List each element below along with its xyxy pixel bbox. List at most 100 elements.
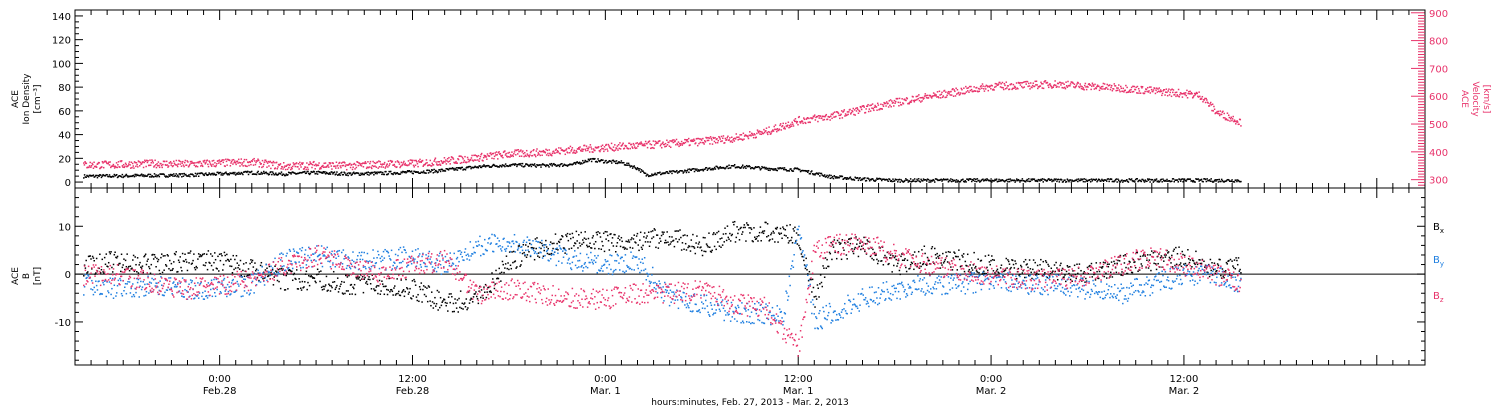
velocity-point: [1235, 121, 1238, 123]
bx-point: [129, 265, 132, 267]
velocity-point: [1155, 89, 1157, 91]
density-point: [276, 174, 279, 176]
velocity-point: [676, 142, 678, 145]
velocity-point: [324, 162, 327, 164]
density-point: [475, 166, 477, 168]
velocity-point: [1031, 84, 1034, 87]
velocity-point: [729, 140, 732, 143]
velocity-point: [1227, 114, 1230, 117]
density-point: [359, 174, 361, 176]
density-point: [973, 178, 975, 180]
density-point: [614, 160, 616, 163]
density-point: [875, 179, 877, 181]
bx-point: [771, 238, 774, 240]
velocity-point: [797, 123, 799, 126]
velocity-point: [138, 165, 141, 167]
density-point: [684, 169, 686, 172]
density-point: [467, 166, 469, 169]
velocity-point: [849, 108, 851, 111]
velocity-point: [190, 162, 192, 165]
density-point: [1142, 179, 1145, 182]
density-point: [226, 172, 228, 175]
density-point: [313, 171, 316, 173]
bx-point: [130, 268, 132, 270]
velocity-point: [463, 159, 466, 162]
bx-point: [431, 301, 434, 303]
density-point: [959, 180, 962, 183]
bx-point: [469, 299, 472, 301]
velocity-point: [488, 155, 491, 157]
velocity-point: [939, 94, 941, 96]
density-point: [842, 178, 844, 181]
bx-point: [236, 262, 239, 264]
bx-point: [645, 237, 648, 239]
velocity-point: [517, 149, 520, 151]
bx-point: [302, 286, 304, 289]
velocity-point: [239, 165, 241, 167]
density-point: [500, 165, 502, 167]
bx-point: [995, 274, 997, 277]
velocity-point: [675, 144, 677, 146]
bx-point: [918, 267, 921, 269]
velocity-point: [506, 156, 509, 158]
velocity-point: [989, 85, 991, 87]
bx-point: [122, 264, 124, 266]
velocity-point: [894, 102, 896, 105]
velocity-point: [816, 115, 819, 118]
density-point: [126, 175, 128, 177]
density-point: [1034, 179, 1036, 182]
bx-point: [536, 237, 538, 239]
density-point: [812, 173, 815, 176]
bx-point: [134, 256, 136, 258]
density-point: [374, 172, 377, 175]
density-point: [284, 174, 287, 177]
density-point: [218, 171, 221, 174]
density-point: [1086, 180, 1089, 183]
bx-point: [131, 267, 133, 270]
velocity-point: [599, 149, 602, 151]
velocity-point: [830, 115, 832, 117]
density-point: [714, 168, 717, 170]
bx-point: [575, 230, 578, 233]
density-point: [378, 171, 381, 174]
bx-point: [743, 224, 746, 226]
density-point: [848, 177, 850, 180]
density-point: [1060, 179, 1063, 181]
bx-point: [1024, 258, 1027, 261]
density-point: [952, 180, 954, 182]
velocity-point: [105, 161, 108, 163]
density-point: [891, 180, 893, 183]
velocity-point: [1047, 86, 1050, 89]
density-point: [935, 178, 938, 180]
velocity-point: [439, 163, 441, 165]
density-point: [782, 167, 784, 169]
bx-point: [598, 232, 601, 234]
density-point: [361, 173, 363, 176]
velocity-point: [522, 150, 524, 152]
bx-point: [88, 255, 91, 257]
density-point: [145, 175, 148, 177]
density-point: [616, 162, 619, 165]
density-point: [534, 165, 537, 167]
density-point: [109, 175, 112, 178]
density-point: [1112, 180, 1114, 183]
velocity-point: [449, 163, 451, 165]
density-point: [602, 162, 605, 164]
density-point: [859, 177, 861, 179]
bx-point: [145, 263, 148, 266]
velocity-point: [1171, 88, 1173, 90]
velocity-point: [663, 143, 666, 146]
density-point: [570, 163, 572, 166]
bx-point: [537, 252, 540, 254]
bx-point: [655, 246, 657, 249]
density-point: [401, 171, 403, 174]
bx-point: [355, 276, 357, 279]
bx-point: [937, 255, 939, 258]
velocity-point: [588, 151, 591, 153]
velocity-point: [1135, 86, 1137, 89]
bx-point: [132, 254, 135, 257]
density-point: [115, 174, 117, 176]
bx-point: [279, 287, 282, 290]
bx-point: [205, 253, 208, 256]
bx-point: [326, 290, 329, 292]
